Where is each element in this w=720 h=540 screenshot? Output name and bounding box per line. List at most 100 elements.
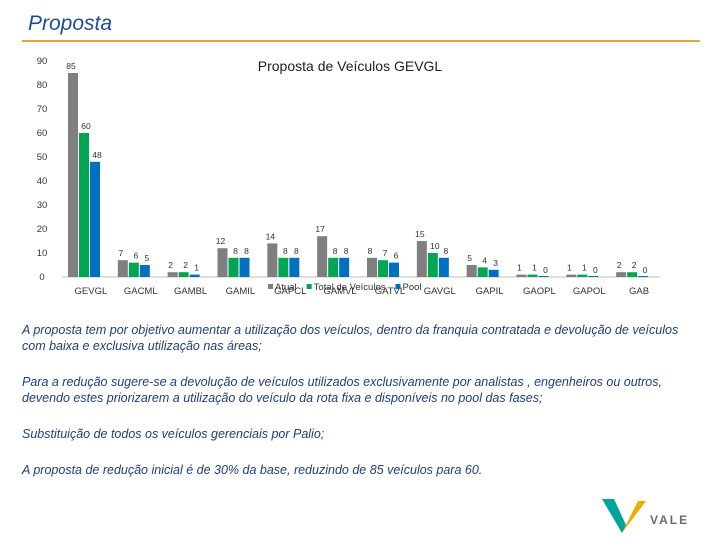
bar bbox=[79, 133, 89, 277]
data-label: 10 bbox=[430, 241, 440, 251]
data-label: 6 bbox=[394, 251, 399, 261]
legend-swatch bbox=[306, 284, 312, 289]
x-tick-label: GAPIL bbox=[476, 286, 504, 297]
data-label: 8 bbox=[368, 246, 373, 256]
bar bbox=[189, 274, 200, 277]
y-tick-label: 90 bbox=[37, 56, 48, 67]
bar bbox=[239, 257, 250, 277]
legend-label: Total de Veículos bbox=[314, 282, 386, 293]
data-label: 15 bbox=[415, 229, 425, 239]
data-label: 17 bbox=[315, 224, 325, 234]
x-tick-label: GAOPL bbox=[523, 286, 556, 297]
slide-title: Proposta bbox=[28, 12, 113, 35]
data-label: 2 bbox=[617, 260, 622, 270]
data-label: 2 bbox=[632, 260, 637, 270]
paragraph-substitution: Substituição de todos os veículos gerenc… bbox=[22, 427, 325, 441]
data-label: 2 bbox=[168, 260, 173, 270]
data-label: 14 bbox=[266, 231, 276, 241]
bar bbox=[616, 272, 627, 277]
paragraph-objective: A proposta tem por objetivo aumentar a u… bbox=[22, 323, 679, 353]
y-tick-label: 10 bbox=[37, 248, 48, 259]
data-label: 8 bbox=[283, 246, 288, 256]
data-label: 3 bbox=[493, 258, 498, 268]
data-label: 6 bbox=[133, 251, 138, 261]
bar bbox=[278, 257, 289, 277]
bar bbox=[289, 257, 300, 277]
bar bbox=[477, 267, 488, 277]
data-label: 5 bbox=[467, 253, 472, 263]
data-label: 8 bbox=[333, 246, 338, 256]
bar bbox=[438, 257, 449, 277]
y-tick-label: 20 bbox=[37, 224, 48, 235]
bar bbox=[389, 262, 399, 277]
x-tick-label: GAMIL bbox=[226, 286, 256, 297]
x-tick-label: GAVGL bbox=[424, 286, 456, 297]
y-tick-label: 40 bbox=[37, 176, 48, 187]
legend-swatch bbox=[395, 284, 401, 289]
bar bbox=[167, 272, 178, 277]
bar bbox=[317, 236, 328, 277]
paragraph-reduction: Para a redução sugere-se a devolução de … bbox=[22, 375, 662, 405]
data-label: 60 bbox=[81, 121, 91, 131]
x-tick-label: GAB bbox=[629, 286, 649, 297]
data-label: 7 bbox=[118, 248, 123, 258]
data-label: 12 bbox=[216, 236, 226, 246]
chart-title: Proposta de Veículos GEVGL bbox=[258, 58, 443, 74]
data-label: 85 bbox=[66, 61, 76, 71]
bar bbox=[427, 253, 438, 277]
bar bbox=[117, 260, 128, 277]
x-tick-label: GACML bbox=[124, 286, 158, 297]
y-tick-label: 80 bbox=[37, 80, 48, 91]
bar bbox=[378, 260, 388, 277]
bar bbox=[128, 262, 139, 277]
bar bbox=[488, 269, 499, 277]
data-label: 0 bbox=[593, 265, 598, 275]
vale-logo-text: VALE bbox=[650, 513, 690, 527]
x-tick-label: GATVL bbox=[375, 286, 405, 297]
title-divider bbox=[22, 40, 700, 42]
bar bbox=[527, 274, 538, 277]
data-label: 8 bbox=[244, 246, 249, 256]
y-tick-label: 0 bbox=[39, 272, 44, 283]
data-label: 48 bbox=[92, 150, 102, 160]
y-tick-label: 60 bbox=[37, 128, 48, 139]
paragraph-initial-reduction: A proposta de redução inicial é de 30% d… bbox=[22, 463, 483, 477]
bar bbox=[627, 272, 638, 277]
data-label: 1 bbox=[567, 263, 572, 273]
x-tick-label: GEVGL bbox=[75, 286, 108, 297]
bar bbox=[178, 272, 189, 277]
data-label: 8 bbox=[294, 246, 299, 256]
x-tick-label: GAMBL bbox=[174, 286, 207, 297]
y-tick-label: 30 bbox=[37, 200, 48, 211]
bar bbox=[516, 274, 527, 277]
legend-label: Atual bbox=[275, 282, 297, 293]
bar bbox=[466, 265, 477, 277]
data-label: 1 bbox=[582, 263, 587, 273]
data-label: 4 bbox=[482, 255, 487, 265]
data-label: 2 bbox=[183, 260, 188, 270]
data-label: 8 bbox=[233, 246, 238, 256]
bar bbox=[566, 274, 577, 277]
bar bbox=[139, 265, 150, 277]
legend-swatch bbox=[268, 284, 273, 289]
bar bbox=[339, 257, 350, 277]
y-tick-label: 50 bbox=[37, 152, 48, 163]
bar bbox=[416, 241, 427, 277]
bar bbox=[367, 257, 377, 277]
data-label: 8 bbox=[443, 246, 448, 256]
bar bbox=[638, 276, 649, 277]
x-tick-label: GAMVL bbox=[323, 286, 356, 297]
data-label: 1 bbox=[194, 263, 199, 273]
data-label: 8 bbox=[344, 246, 349, 256]
data-label: 1 bbox=[532, 263, 537, 273]
bar bbox=[90, 161, 100, 277]
bar bbox=[228, 257, 239, 277]
data-label: 7 bbox=[383, 248, 388, 258]
bar bbox=[328, 257, 339, 277]
proposal-text: A proposta tem por objetivo aumentar a u… bbox=[22, 322, 702, 498]
vale-logo-icon bbox=[602, 499, 646, 533]
bar bbox=[267, 243, 278, 277]
bar bbox=[538, 276, 549, 277]
bar bbox=[577, 274, 588, 277]
data-label: 0 bbox=[643, 265, 648, 275]
